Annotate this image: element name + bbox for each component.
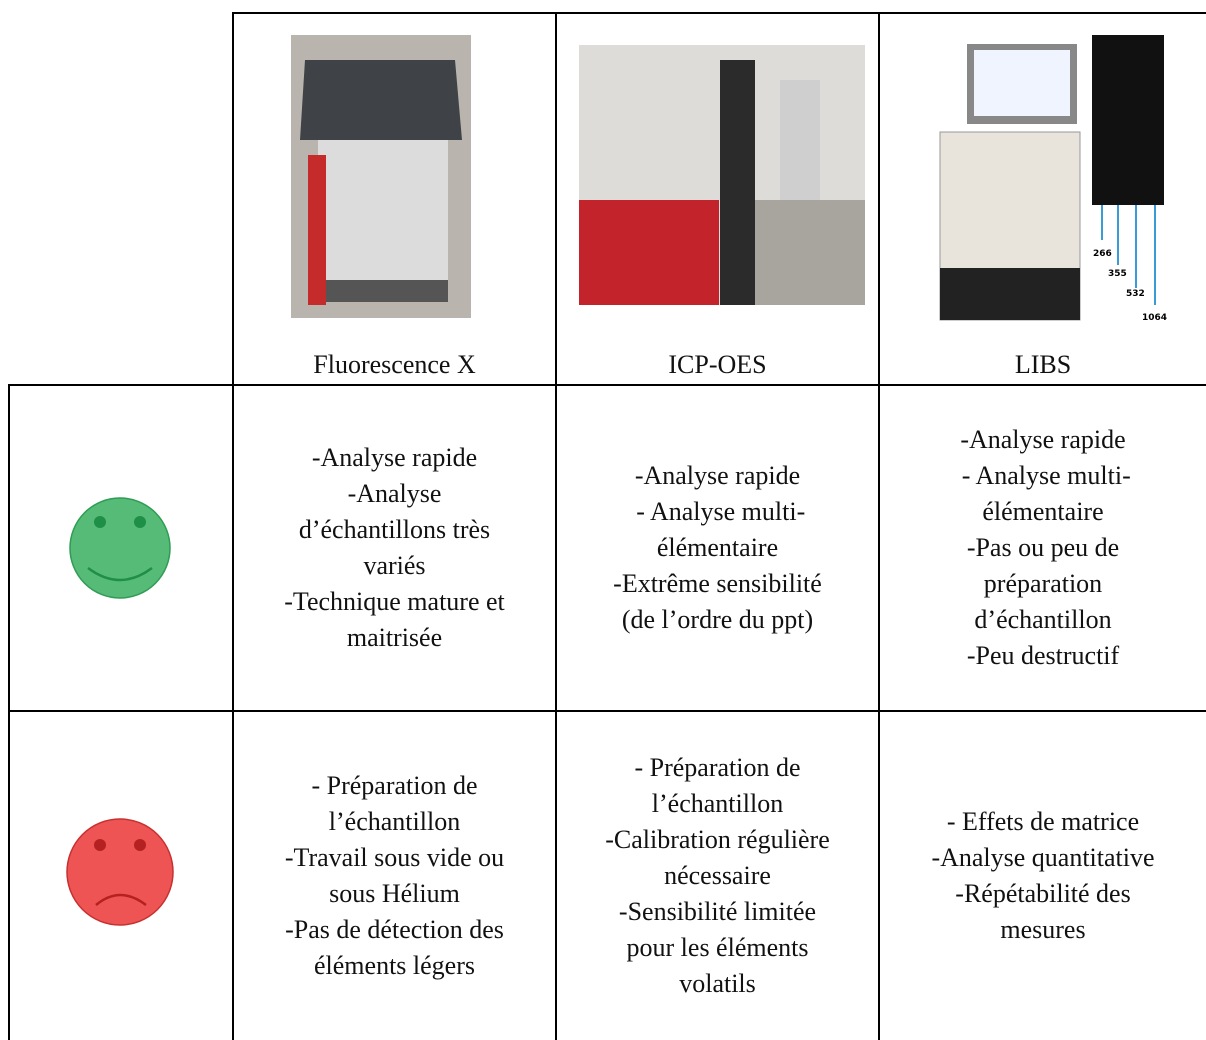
cell: - Effets de matrice -Analyse quantitative… — [880, 712, 1206, 1040]
cell-line: volatils — [679, 969, 756, 998]
cell-line: sous Hélium — [329, 879, 460, 908]
cell-line: -Extrême sensibilité — [613, 569, 822, 598]
cell-line: éléments légers — [314, 951, 475, 980]
cell-line: - Effets de matrice — [946, 807, 1140, 836]
border — [878, 12, 880, 1040]
cell: - Préparation de l’échantillon -Travail so… — [234, 712, 555, 1040]
border — [232, 12, 1206, 14]
cell-line: (de l’ordre du ppt) — [621, 605, 814, 634]
cell-line: maitrisée — [346, 623, 443, 652]
cell-line: -Technique mature et — [284, 587, 505, 616]
cell-line: -Peu destructif — [966, 641, 1120, 670]
cell-line: préparation — [983, 569, 1103, 598]
cell-line: pour les éléments — [626, 933, 809, 962]
cell-line: élémentaire — [656, 533, 779, 562]
cell: - Préparation de l’échantillon -Calibratio… — [557, 712, 878, 1040]
cell-line: élémentaire — [982, 497, 1104, 526]
cell-line: variés — [363, 551, 426, 580]
border — [555, 12, 557, 1040]
cell-line: l’échantillon — [651, 789, 784, 818]
column-header: Fluorescence X — [313, 350, 476, 379]
border — [8, 384, 1206, 386]
cell-line: - Analyse multi- — [629, 497, 806, 526]
wavelength-label: 266 — [1093, 249, 1112, 259]
cell-line: l’échantillon — [328, 807, 461, 836]
cell-line: -Analyse quantitative — [931, 843, 1155, 872]
sad-face — [66, 818, 174, 926]
cell-line: -Calibration régulière — [605, 825, 830, 854]
cell-line: -Pas de détection des — [285, 915, 504, 944]
column-header: ICP-OES — [668, 350, 767, 379]
cell-line: d’échantillon — [974, 605, 1112, 634]
happy-face — [69, 497, 171, 599]
cell: -Analyse rapide -Analyse d’échantillons tr… — [234, 386, 555, 710]
wavelength-label: 1064 — [1142, 313, 1167, 323]
cell-line: -Travail sous vide ou — [284, 843, 505, 872]
border — [8, 384, 10, 1040]
cell-line: - Analyse multi- — [955, 461, 1131, 490]
cell-line: mesures — [1000, 915, 1086, 944]
photo-libs — [939, 35, 1164, 321]
border — [232, 12, 234, 1040]
cell-line: - Préparation de — [634, 753, 801, 782]
border — [8, 710, 1206, 712]
cell-line: -Analyse — [347, 479, 442, 508]
wavelength-label: 532 — [1126, 289, 1145, 299]
cell: -Analyse rapide - Analyse multi-élémenta… — [880, 386, 1206, 710]
cell-line: -Répétabilité des — [955, 879, 1131, 908]
cell-line: -Pas ou peu de — [966, 533, 1120, 562]
cell-line: -Analyse rapide — [960, 425, 1126, 454]
column-header: LIBS — [1014, 350, 1072, 379]
wavelength-label: 355 — [1108, 269, 1127, 279]
cell-line: -Analyse rapide — [311, 443, 478, 472]
cell-line: -Analyse rapide — [634, 461, 801, 490]
cell-line: d’échantillons très — [298, 515, 491, 544]
cell-line: - Préparation de — [311, 771, 478, 800]
cell-line: -Sensibilité limitée — [618, 897, 817, 926]
cell: -Analyse rapide - Analyse multi-élémenta… — [557, 386, 878, 710]
cell-line: nécessaire — [664, 861, 771, 890]
